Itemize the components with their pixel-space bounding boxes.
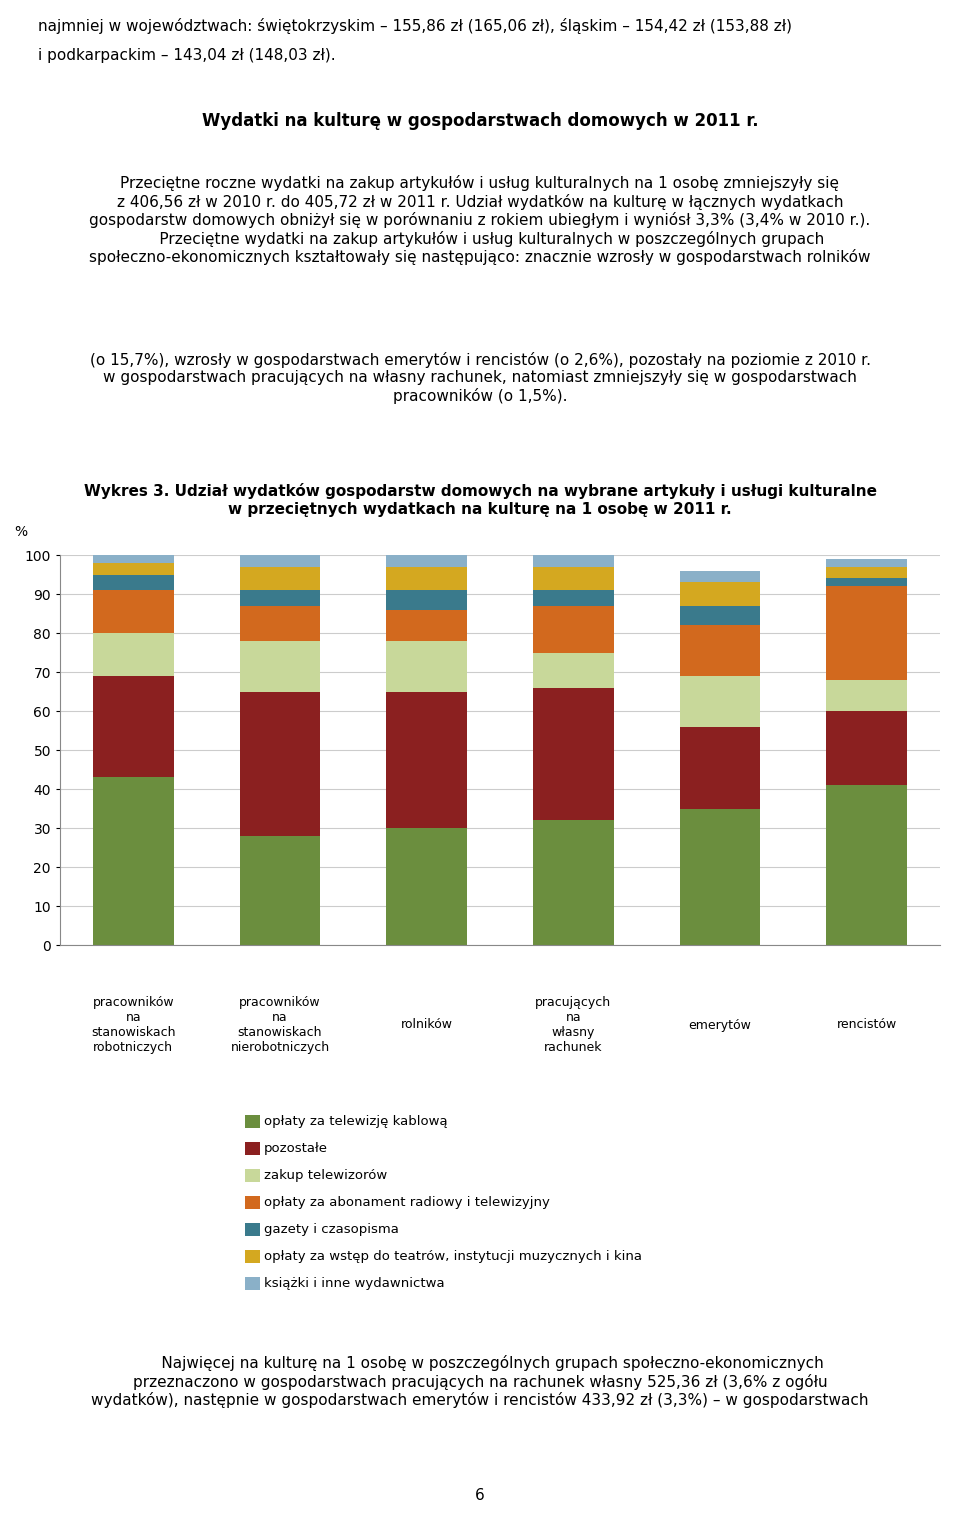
Text: pracowników
na
stanowiskach
robotniczych: pracowników na stanowiskach robotniczych xyxy=(91,997,176,1054)
Text: pozostałe: pozostałe xyxy=(264,1142,328,1154)
Bar xyxy=(680,583,760,605)
Text: Wykres 3. Udział wydatków gospodarstw domowych na wybrane artykuły i usługi kult: Wykres 3. Udział wydatków gospodarstw do… xyxy=(84,484,876,517)
Text: książki i inne wydawnictwa: książki i inne wydawnictwa xyxy=(264,1277,444,1289)
Bar xyxy=(533,652,613,687)
Text: Przeciętne roczne wydatki na zakup artykułów i usług kulturalnych na 1 osobę zmn: Przeciętne roczne wydatki na zakup artyk… xyxy=(89,174,871,265)
Bar xyxy=(533,590,613,605)
Y-axis label: %: % xyxy=(13,525,27,540)
Text: Najwięcej na kulturę na 1 osobę w poszczególnych grupach społeczno-ekonomicznych: Najwięcej na kulturę na 1 osobę w poszcz… xyxy=(91,1355,869,1408)
Bar xyxy=(386,610,467,640)
Bar xyxy=(533,555,613,567)
Bar xyxy=(680,677,760,727)
Text: (o 15,7%), wzrosły w gospodarstwach emerytów i rencistów (o 2,6%), pozostały na : (o 15,7%), wzrosły w gospodarstwach emer… xyxy=(89,352,871,404)
Text: 6: 6 xyxy=(475,1488,485,1503)
Text: opłaty za wstęp do teatrów, instytucji muzycznych i kina: opłaty za wstęp do teatrów, instytucji m… xyxy=(264,1250,642,1264)
Bar xyxy=(93,575,174,590)
Text: i podkarpackim – 143,04 zł (148,03 zł).: i podkarpackim – 143,04 zł (148,03 zł). xyxy=(38,49,336,64)
Text: opłaty za telewizję kablową: opłaty za telewizję kablową xyxy=(264,1115,447,1129)
Bar xyxy=(240,555,321,567)
Text: rolników: rolników xyxy=(400,1018,453,1032)
Text: gazety i czasopisma: gazety i czasopisma xyxy=(264,1223,398,1236)
Bar xyxy=(240,692,321,836)
Bar xyxy=(240,567,321,590)
Bar xyxy=(827,711,907,786)
Bar xyxy=(533,687,613,821)
Bar xyxy=(93,555,174,563)
Bar xyxy=(827,586,907,680)
Bar xyxy=(680,605,760,625)
Bar xyxy=(240,836,321,945)
Bar xyxy=(386,590,467,610)
Bar xyxy=(386,640,467,692)
Text: emerytów: emerytów xyxy=(688,1018,752,1032)
Bar xyxy=(827,567,907,578)
Bar xyxy=(827,786,907,945)
Bar xyxy=(827,578,907,586)
Bar xyxy=(386,567,467,590)
Text: zakup telewizorów: zakup telewizorów xyxy=(264,1170,387,1182)
Bar xyxy=(386,555,467,567)
Bar xyxy=(827,680,907,711)
Bar xyxy=(240,605,321,640)
Bar xyxy=(680,625,760,677)
Bar xyxy=(93,677,174,777)
Bar xyxy=(93,563,174,575)
Bar xyxy=(533,821,613,945)
Text: najmniej w województwach: świętokrzyskim – 155,86 zł (165,06 zł), śląskim – 154,: najmniej w województwach: świętokrzyskim… xyxy=(38,18,792,33)
Text: rencistów: rencistów xyxy=(836,1018,897,1032)
Bar xyxy=(533,605,613,652)
Bar xyxy=(93,590,174,633)
Bar xyxy=(93,633,174,677)
Bar xyxy=(827,558,907,567)
Text: Wydatki na kulturę w gospodarstwach domowych w 2011 r.: Wydatki na kulturę w gospodarstwach domo… xyxy=(202,112,758,130)
Bar xyxy=(680,809,760,945)
Bar xyxy=(533,567,613,590)
Bar xyxy=(240,640,321,692)
Text: pracowników
na
stanowiskach
nierobotniczych: pracowników na stanowiskach nierobotnicz… xyxy=(230,997,329,1054)
Bar xyxy=(386,692,467,828)
Bar xyxy=(240,590,321,605)
Bar xyxy=(386,828,467,945)
Bar xyxy=(680,727,760,809)
Bar xyxy=(93,777,174,945)
Text: pracujących
na
własny
rachunek: pracujących na własny rachunek xyxy=(536,997,612,1054)
Text: opłaty za abonament radiowy i telewizyjny: opłaty za abonament radiowy i telewizyjn… xyxy=(264,1195,550,1209)
Bar xyxy=(680,570,760,583)
